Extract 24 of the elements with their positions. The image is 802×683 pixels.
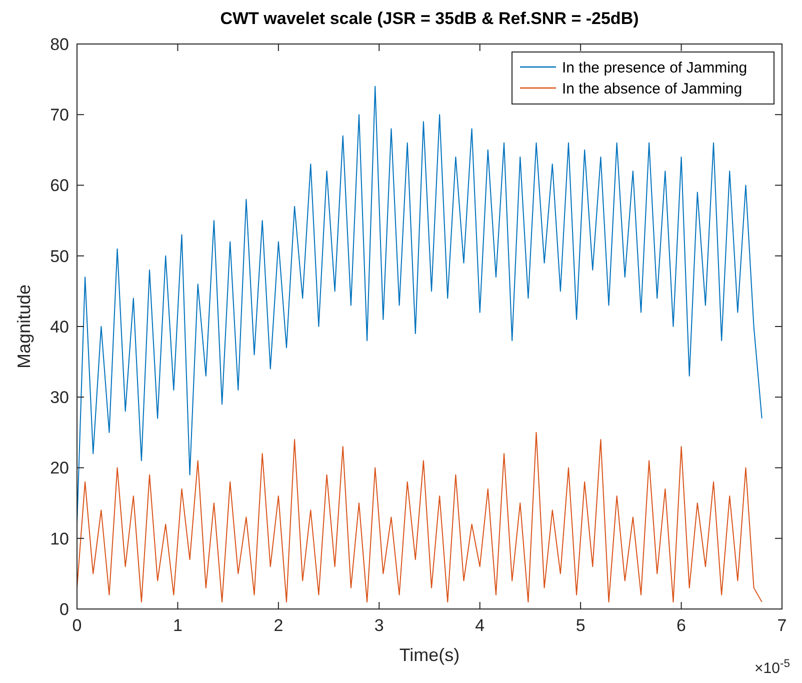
y-tick-label: 70 (50, 106, 69, 125)
y-tick-label: 50 (50, 246, 69, 266)
y-tick-label: 60 (50, 176, 69, 196)
x-tick-label: 1 (172, 616, 182, 635)
y-tick-label: 80 (50, 34, 69, 54)
chart-title: CWT wavelet scale (JSR = 35dB & Ref.SNR = -25dB) (220, 9, 639, 28)
x-tick-label: 3 (374, 616, 384, 635)
x-tick-label: 6 (676, 616, 686, 635)
x-axis-title: Time(s) (399, 645, 460, 665)
y-tick-label: 10 (50, 529, 69, 548)
y-tick-label: 0 (60, 600, 69, 619)
y-tick-label: 20 (50, 458, 69, 478)
x-tick-label: 4 (475, 616, 485, 635)
line-series (77, 432, 762, 602)
x-tick-label: 2 (274, 616, 284, 635)
y-tick-label: 40 (50, 317, 69, 336)
text: ×10$^{-5}$ (754, 658, 790, 677)
y-axis-title: Magnitude (14, 284, 34, 369)
legend-label: In the absence of Jamming (562, 80, 742, 98)
legend-label: In the presence of Jamming (562, 59, 748, 76)
x-tick-label: 7 (777, 616, 787, 635)
y-tick-label: 30 (50, 388, 69, 408)
x-tick-label: 5 (576, 616, 586, 635)
x-tick-label: 0 (72, 616, 82, 635)
